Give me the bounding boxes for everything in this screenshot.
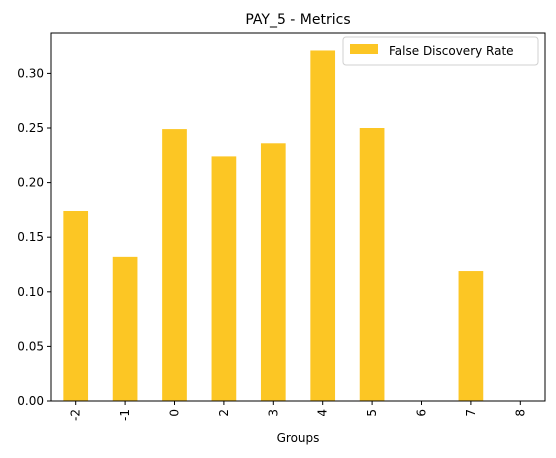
x-tick-label-0: 0 xyxy=(168,409,182,417)
x-tick-label--2: -2 xyxy=(69,409,83,421)
x-tick-label-6: 6 xyxy=(415,409,429,417)
bar--2 xyxy=(63,210,89,401)
plot-frame xyxy=(50,32,546,402)
legend-box xyxy=(342,36,539,66)
legend-label: False Discovery Rate xyxy=(389,44,514,58)
bar-7 xyxy=(458,271,484,401)
y-axis: 0.00 0.05 0.10 0.15 0.20 0.25 0.30 xyxy=(17,66,51,408)
x-tick-label-3: 3 xyxy=(266,409,280,417)
bar-4 xyxy=(310,50,336,402)
y-tick-label-0.20: 0.20 xyxy=(17,176,44,190)
y-tick-label-0.00: 0.00 xyxy=(17,394,44,408)
legend-swatch xyxy=(350,44,378,54)
chart-title: PAY_5 - Metrics xyxy=(245,12,350,28)
x-tick-label-2: 2 xyxy=(217,409,231,417)
x-tick-label-5: 5 xyxy=(365,409,379,417)
y-tick-label-0.15: 0.15 xyxy=(17,230,44,244)
legend: False Discovery Rate xyxy=(342,36,539,66)
x-axis: -2 -1 0 2 3 4 5 6 7 8 xyxy=(69,401,527,421)
y-tick-label-0.05: 0.05 xyxy=(17,339,44,353)
x-tick-label-7: 7 xyxy=(464,409,478,417)
bar-0 xyxy=(162,129,187,401)
y-tick-label-0.25: 0.25 xyxy=(17,121,44,135)
x-tick-label-4: 4 xyxy=(316,409,330,417)
bar-3 xyxy=(260,143,286,401)
x-tick-label-8: 8 xyxy=(513,409,527,417)
y-tick-label-0.30: 0.30 xyxy=(17,66,44,80)
x-axis-label: Groups xyxy=(277,431,320,445)
y-tick-label-0.10: 0.10 xyxy=(17,285,44,299)
bar-5 xyxy=(359,128,385,401)
bar--1 xyxy=(112,256,138,401)
bars-layer xyxy=(63,50,484,402)
x-tick-label--1: -1 xyxy=(118,409,132,421)
bar-2 xyxy=(211,156,237,401)
